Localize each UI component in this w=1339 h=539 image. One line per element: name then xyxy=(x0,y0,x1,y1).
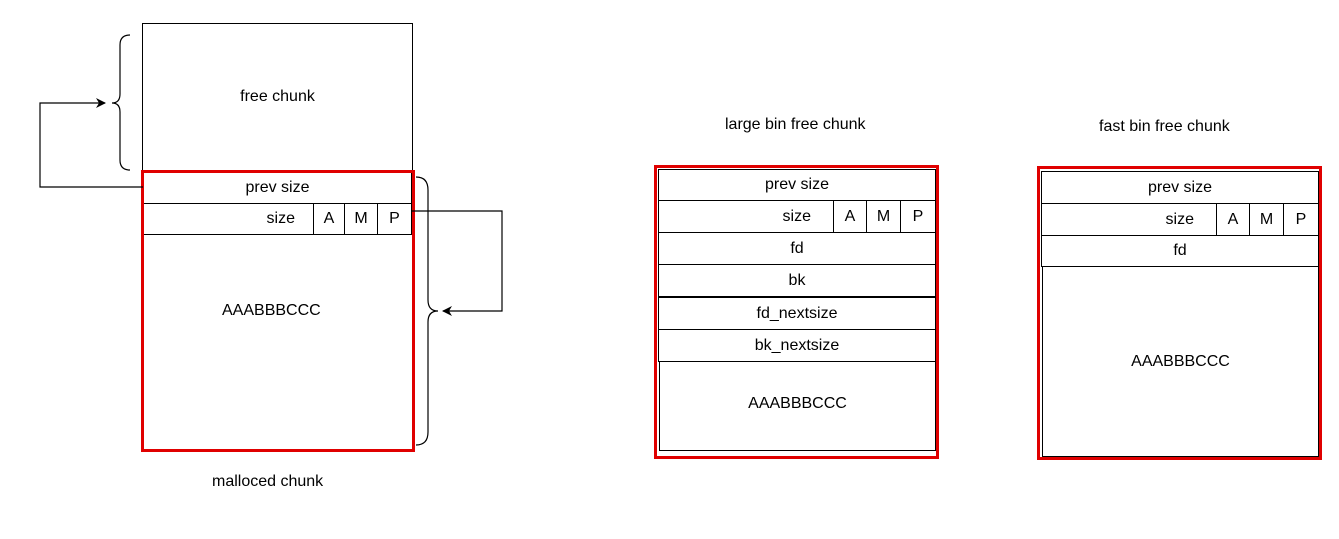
large-bin-title: large bin free chunk xyxy=(725,116,866,133)
fb-flag-p: P xyxy=(1283,203,1319,236)
lb-fd-nextsize-field: fd_nextsize xyxy=(658,297,936,330)
fb-size-field: size xyxy=(1041,203,1217,236)
free-chunk-box: free chunk xyxy=(142,23,413,171)
chunk-data: AAABBBCCC xyxy=(222,302,321,319)
fb-data-area: AAABBBCCC xyxy=(1042,266,1319,457)
lb-fd-field: fd xyxy=(658,232,936,265)
lb-chunk-frame xyxy=(654,165,939,459)
free-chunk-brace xyxy=(111,34,131,171)
fb-chunk-frame xyxy=(1037,166,1322,460)
fast-bin-title: fast bin free chunk xyxy=(1099,118,1230,135)
malloced-chunk-caption: malloced chunk xyxy=(212,473,324,490)
flag-p: P xyxy=(377,203,412,235)
free-chunk-label: free chunk xyxy=(240,88,315,105)
prev-size-link-arrow xyxy=(39,98,143,188)
size-link-arrow xyxy=(412,210,503,316)
connector-lines xyxy=(39,34,503,446)
fb-flag-m: M xyxy=(1249,203,1284,236)
lb-prev-size-field: prev size xyxy=(658,169,936,201)
lb-bk-nextsize-field: bk_nextsize xyxy=(658,329,936,362)
fb-fd-field: fd xyxy=(1041,235,1319,267)
fb-prev-size-field: prev size xyxy=(1041,171,1319,204)
lb-data-area: AAABBBCCC xyxy=(659,361,936,451)
malloced-chunk-brace xyxy=(415,176,439,446)
chunk-frame xyxy=(141,170,415,452)
size-field: size xyxy=(143,203,314,235)
